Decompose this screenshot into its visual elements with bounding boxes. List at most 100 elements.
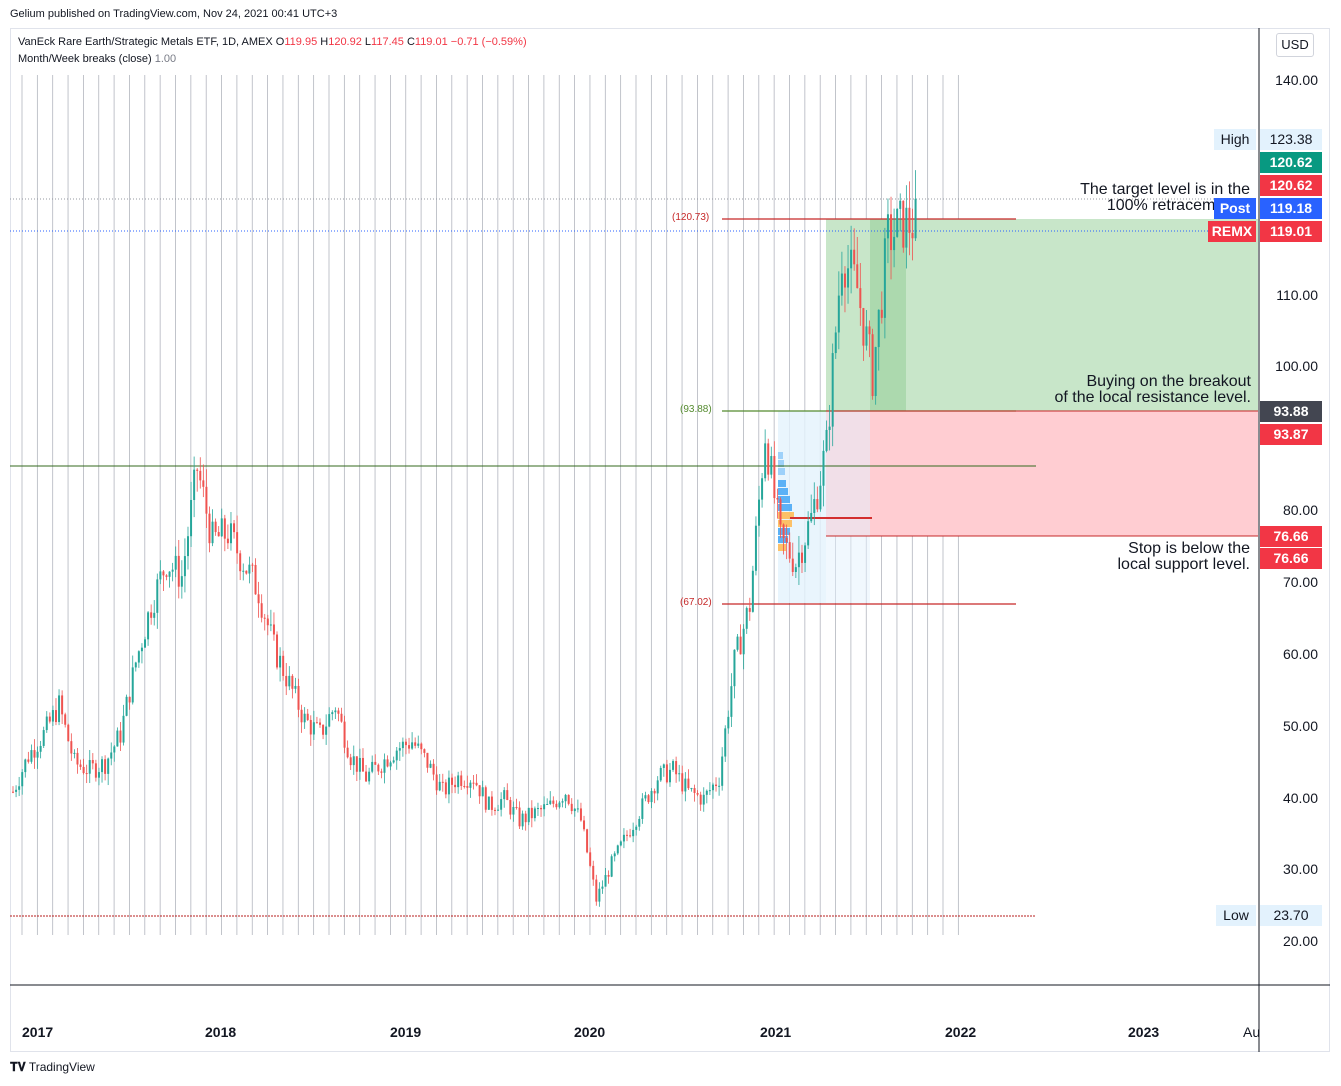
fib-mid-label: (93.88) <box>680 404 712 415</box>
indicator-name: Month/Week breaks (close) <box>18 53 152 65</box>
candle-body <box>893 236 896 251</box>
candle-body <box>125 696 128 716</box>
candle-body <box>576 808 579 810</box>
candle-body <box>414 742 417 746</box>
candle-body <box>733 649 736 687</box>
candle-body <box>217 532 220 537</box>
candle-body <box>613 853 616 857</box>
x-tick: 2019 <box>390 1024 422 1040</box>
volume-profile-bar <box>778 468 785 475</box>
candle-body <box>36 751 39 758</box>
candle-body <box>487 796 490 810</box>
candle-body <box>417 743 420 746</box>
candle-body <box>432 763 435 775</box>
candle-body <box>899 200 902 209</box>
candle-body <box>226 538 229 544</box>
price-tick: 70.00 <box>1282 574 1318 590</box>
candle-body <box>263 617 266 619</box>
candle-body <box>831 353 834 427</box>
candle-body <box>896 208 899 237</box>
candle-body <box>512 807 515 815</box>
candle-body <box>583 820 586 830</box>
candle-body <box>441 781 444 783</box>
candle-body <box>346 747 349 758</box>
candle-body <box>598 888 601 902</box>
candle-body <box>156 579 159 613</box>
candle-body <box>868 326 871 335</box>
volume-profile-bar <box>778 488 788 495</box>
entry-tag-dark: 93.88 <box>1260 401 1322 422</box>
candle-body <box>282 655 285 676</box>
candle-body <box>862 308 865 346</box>
candle-body <box>804 545 807 563</box>
candle-body <box>552 800 555 804</box>
candlesticks <box>12 170 917 907</box>
candle-body <box>555 803 558 808</box>
candle-body <box>76 752 79 765</box>
candle-body <box>251 564 254 566</box>
candle-body <box>48 716 51 722</box>
candle-body <box>451 777 454 785</box>
candle-body <box>518 807 521 827</box>
candle-body <box>322 724 325 735</box>
candle-body <box>739 636 742 655</box>
tradingview-logo[interactable]: 𝐓𝐕 TradingView <box>10 1060 95 1075</box>
candle-body <box>423 749 426 753</box>
candle-body <box>328 714 331 727</box>
candle-body <box>337 710 340 714</box>
candle-body <box>794 567 797 572</box>
x-tick: 2017 <box>22 1024 54 1040</box>
candle-body <box>828 426 831 430</box>
candle-body <box>638 818 641 827</box>
candle-body <box>871 334 874 397</box>
candle-body <box>420 743 423 750</box>
candle-body <box>509 800 512 815</box>
candle-body <box>843 273 846 288</box>
candle-body <box>736 636 739 650</box>
high-tag-value: 123.38 <box>1260 129 1322 150</box>
candle-body <box>825 429 828 451</box>
candle-body <box>260 603 263 618</box>
candle-body <box>592 865 595 880</box>
candle-body <box>454 784 457 788</box>
candle-body <box>303 713 306 723</box>
candle-body <box>236 532 239 554</box>
x-tick: 2021 <box>760 1024 792 1040</box>
candle-body <box>788 542 791 559</box>
candle-body <box>54 710 57 723</box>
candle-body <box>355 756 358 772</box>
candle-body <box>242 570 245 572</box>
high-value: 120.92 <box>328 36 362 48</box>
currency-button[interactable]: USD <box>1276 33 1314 57</box>
close-value: 119.01 <box>414 36 448 48</box>
candle-body <box>770 456 773 475</box>
candle-body <box>475 782 478 786</box>
candle-body <box>469 782 472 788</box>
candle-body <box>220 518 223 537</box>
candle-body <box>411 742 414 749</box>
stop-tag-2: 76.66 <box>1260 548 1322 569</box>
candle-body <box>340 713 343 722</box>
candle-body <box>708 790 711 792</box>
candle-body <box>856 264 859 289</box>
stop-tag-1: 76.66 <box>1260 526 1322 547</box>
candle-body <box>119 730 122 743</box>
candle-body <box>368 771 371 782</box>
candle-body <box>659 767 662 781</box>
low-label: L <box>364 36 372 48</box>
candle-body <box>276 634 279 668</box>
symbol-title[interactable]: VanEck Rare Earth/Strategic Metals ETF, … <box>18 36 273 48</box>
candle-body <box>745 608 748 629</box>
indicator-legend[interactable]: Month/Week breaks (close) 1.00 <box>18 53 176 65</box>
fib-top-label: (120.73) <box>672 212 710 223</box>
volume-profile-bar <box>778 544 786 551</box>
candle-body <box>101 759 104 773</box>
candle-body <box>570 803 573 812</box>
candle-body <box>837 295 840 333</box>
candle-body <box>816 499 819 510</box>
candle-body <box>39 745 42 752</box>
publish-header: Gelium published on TradingView.com, Nov… <box>10 8 338 20</box>
candle-body <box>211 521 214 544</box>
candle-body <box>383 759 386 773</box>
